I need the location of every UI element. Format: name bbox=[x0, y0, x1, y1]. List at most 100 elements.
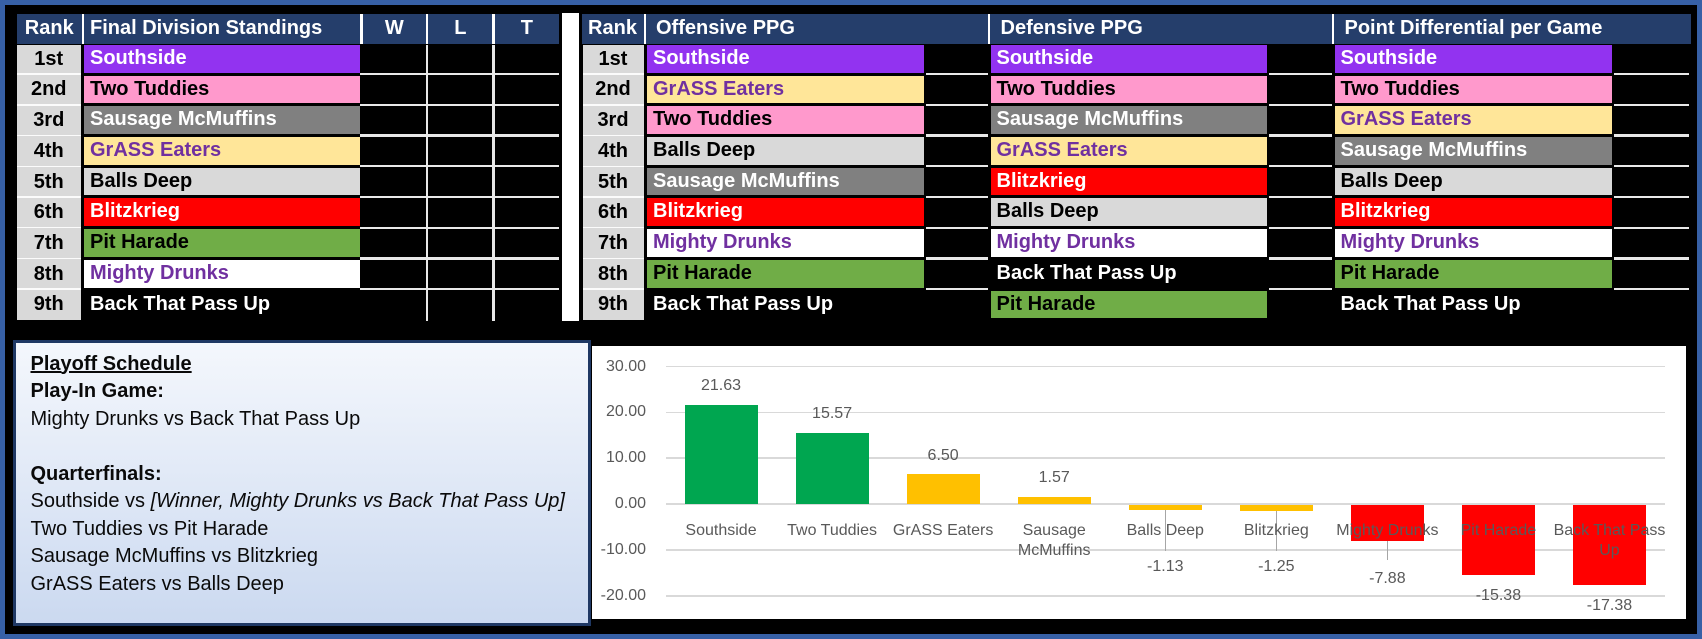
row-gridline bbox=[1269, 257, 1332, 260]
y-axis-tick-label: 30.00 bbox=[605, 357, 646, 375]
row-gridline bbox=[1269, 134, 1332, 137]
play-in-heading: Play-In Game: bbox=[30, 380, 164, 402]
team-cell: Balls Deep bbox=[1334, 167, 1612, 196]
row-gridline bbox=[925, 73, 989, 76]
playoff-schedule-panel: Playoff Schedule Play-In Game: Mighty Dr… bbox=[12, 339, 591, 626]
rank-cell: 1st bbox=[34, 47, 64, 70]
team-cell: Mighty Drunks bbox=[647, 229, 924, 257]
data-label-leader-line bbox=[1275, 510, 1277, 551]
team-cell: Sausage McMuffins bbox=[1334, 137, 1612, 165]
y-axis-tick-label: -10.00 bbox=[600, 540, 646, 558]
team-cell: Mighty Drunks bbox=[1334, 229, 1612, 257]
row-gridline bbox=[1269, 226, 1332, 229]
data-label: -17.38 bbox=[1586, 597, 1633, 614]
data-label: -7.88 bbox=[1369, 569, 1406, 587]
bar-back-that-pass-up bbox=[1572, 504, 1646, 585]
header-separator bbox=[425, 14, 429, 44]
bar-balls-deep bbox=[1128, 504, 1202, 511]
rank-cell: 4th bbox=[33, 139, 64, 162]
header-separator bbox=[643, 14, 646, 44]
rank-cell-divider bbox=[17, 226, 81, 229]
team-cell: Mighty Drunks bbox=[990, 229, 1267, 257]
team-cell: Pit Harade bbox=[990, 290, 1267, 319]
row-gridline bbox=[1613, 134, 1689, 137]
rank-cell: 6th bbox=[598, 201, 628, 224]
row-gridline bbox=[1269, 287, 1332, 291]
standings-t-header: T bbox=[520, 17, 533, 39]
category-label: GrASS Eaters bbox=[892, 521, 994, 539]
y-axis-tick-label: 20.00 bbox=[605, 403, 646, 421]
category-label: Sausage McMuffins bbox=[1017, 521, 1091, 560]
team-cell: Sausage McMuffins bbox=[84, 106, 360, 135]
team-cell: GrASS Eaters bbox=[990, 137, 1267, 165]
team-cell: Southside bbox=[84, 44, 360, 73]
standings-w-header: W bbox=[384, 17, 404, 39]
team-cell: Back That Pass Up bbox=[1334, 290, 1612, 319]
rank-cell-divider bbox=[582, 104, 644, 106]
row-gridline bbox=[360, 165, 559, 168]
category-label: Balls Deep bbox=[1126, 521, 1204, 539]
row-gridline bbox=[1613, 165, 1689, 168]
y-axis-tick-label: -20.00 bbox=[600, 586, 646, 604]
rank-cell-divider bbox=[17, 288, 81, 290]
team-cell: Two Tuddies bbox=[647, 106, 924, 135]
wlt-vertical-gridline bbox=[425, 44, 429, 321]
rank-cell: 6th bbox=[33, 201, 64, 224]
team-cell: Sausage McMuffins bbox=[647, 167, 924, 196]
rank-cell: 7th bbox=[598, 231, 628, 254]
blank-line bbox=[31, 433, 588, 461]
y-axis-tick-label: 0.00 bbox=[614, 495, 646, 513]
team-cell: Pit Harade bbox=[1334, 259, 1612, 288]
rank-cell: 5th bbox=[33, 170, 64, 193]
data-label: 15.57 bbox=[812, 405, 853, 423]
quarterfinals-heading: Quarterfinals: bbox=[30, 462, 162, 485]
team-cell: Pit Harade bbox=[84, 229, 360, 257]
header-separator bbox=[81, 14, 84, 44]
team-cell: Two Tuddies bbox=[990, 75, 1267, 104]
team-cell: Blitzkrieg bbox=[84, 198, 360, 227]
table-header-band bbox=[581, 14, 1691, 44]
team-cell: Mighty Drunks bbox=[84, 259, 360, 288]
team-cell: GrASS Eaters bbox=[1334, 106, 1612, 135]
rankings-rank-header: Rank bbox=[588, 17, 637, 39]
header-separator bbox=[492, 14, 495, 44]
bar-blitzkrieg bbox=[1239, 504, 1313, 511]
y-axis-tick-label: 10.00 bbox=[605, 449, 646, 467]
standings-l-header: L bbox=[454, 17, 467, 39]
section-divider bbox=[561, 13, 579, 321]
team-cell: Balls Deep bbox=[84, 167, 360, 196]
bar-grass-eaters bbox=[906, 474, 980, 505]
bar-mighty-drunks bbox=[1350, 504, 1424, 542]
defensive-ppg-header: Defensive PPG bbox=[1000, 17, 1143, 39]
quarterfinal-match-4: GrASS Eaters vs Balls Deep bbox=[30, 572, 284, 595]
row-gridline bbox=[1269, 195, 1332, 199]
row-gridline bbox=[1613, 257, 1689, 260]
rank-cell: 2nd bbox=[30, 78, 67, 101]
quarterfinal-match-2: Two Tuddies vs Pit Harade bbox=[30, 517, 269, 540]
table-header-band bbox=[17, 14, 559, 44]
category-label: Blitzkrieg bbox=[1243, 521, 1309, 539]
rank-cell-divider bbox=[17, 134, 81, 137]
data-label: 6.50 bbox=[927, 446, 959, 464]
point-differential-chart: 30.00 20.00 10.00 0.00 -10.00 -20.00 Southside… bbox=[592, 345, 1686, 619]
rank-cell: 1st bbox=[598, 47, 628, 70]
rank-column bbox=[17, 44, 81, 320]
team-cell: Balls Deep bbox=[647, 137, 924, 165]
team-cell: Back That Pass Up bbox=[647, 290, 924, 319]
chart-gridline bbox=[665, 457, 1665, 460]
row-gridline bbox=[1613, 103, 1689, 107]
category-label: Southside bbox=[685, 521, 757, 539]
play-in-game: Mighty Drunks vs Back That Pass Up bbox=[30, 407, 361, 430]
rank-cell-divider bbox=[582, 196, 644, 198]
data-label: -15.38 bbox=[1475, 587, 1522, 604]
standings-rank-header: Rank bbox=[24, 17, 74, 39]
quarterfinal-match-3: Sausage McMuffins vs Blitzkrieg bbox=[30, 545, 319, 567]
row-gridline bbox=[1269, 165, 1332, 168]
row-gridline bbox=[925, 287, 989, 291]
team-cell: GrASS Eaters bbox=[647, 75, 924, 104]
rank-cell-divider bbox=[17, 73, 81, 75]
data-label: 21.63 bbox=[700, 377, 742, 395]
rank-cell-divider bbox=[582, 165, 644, 168]
team-cell: Southside bbox=[1334, 44, 1612, 73]
rank-cell: 5th bbox=[598, 170, 628, 193]
